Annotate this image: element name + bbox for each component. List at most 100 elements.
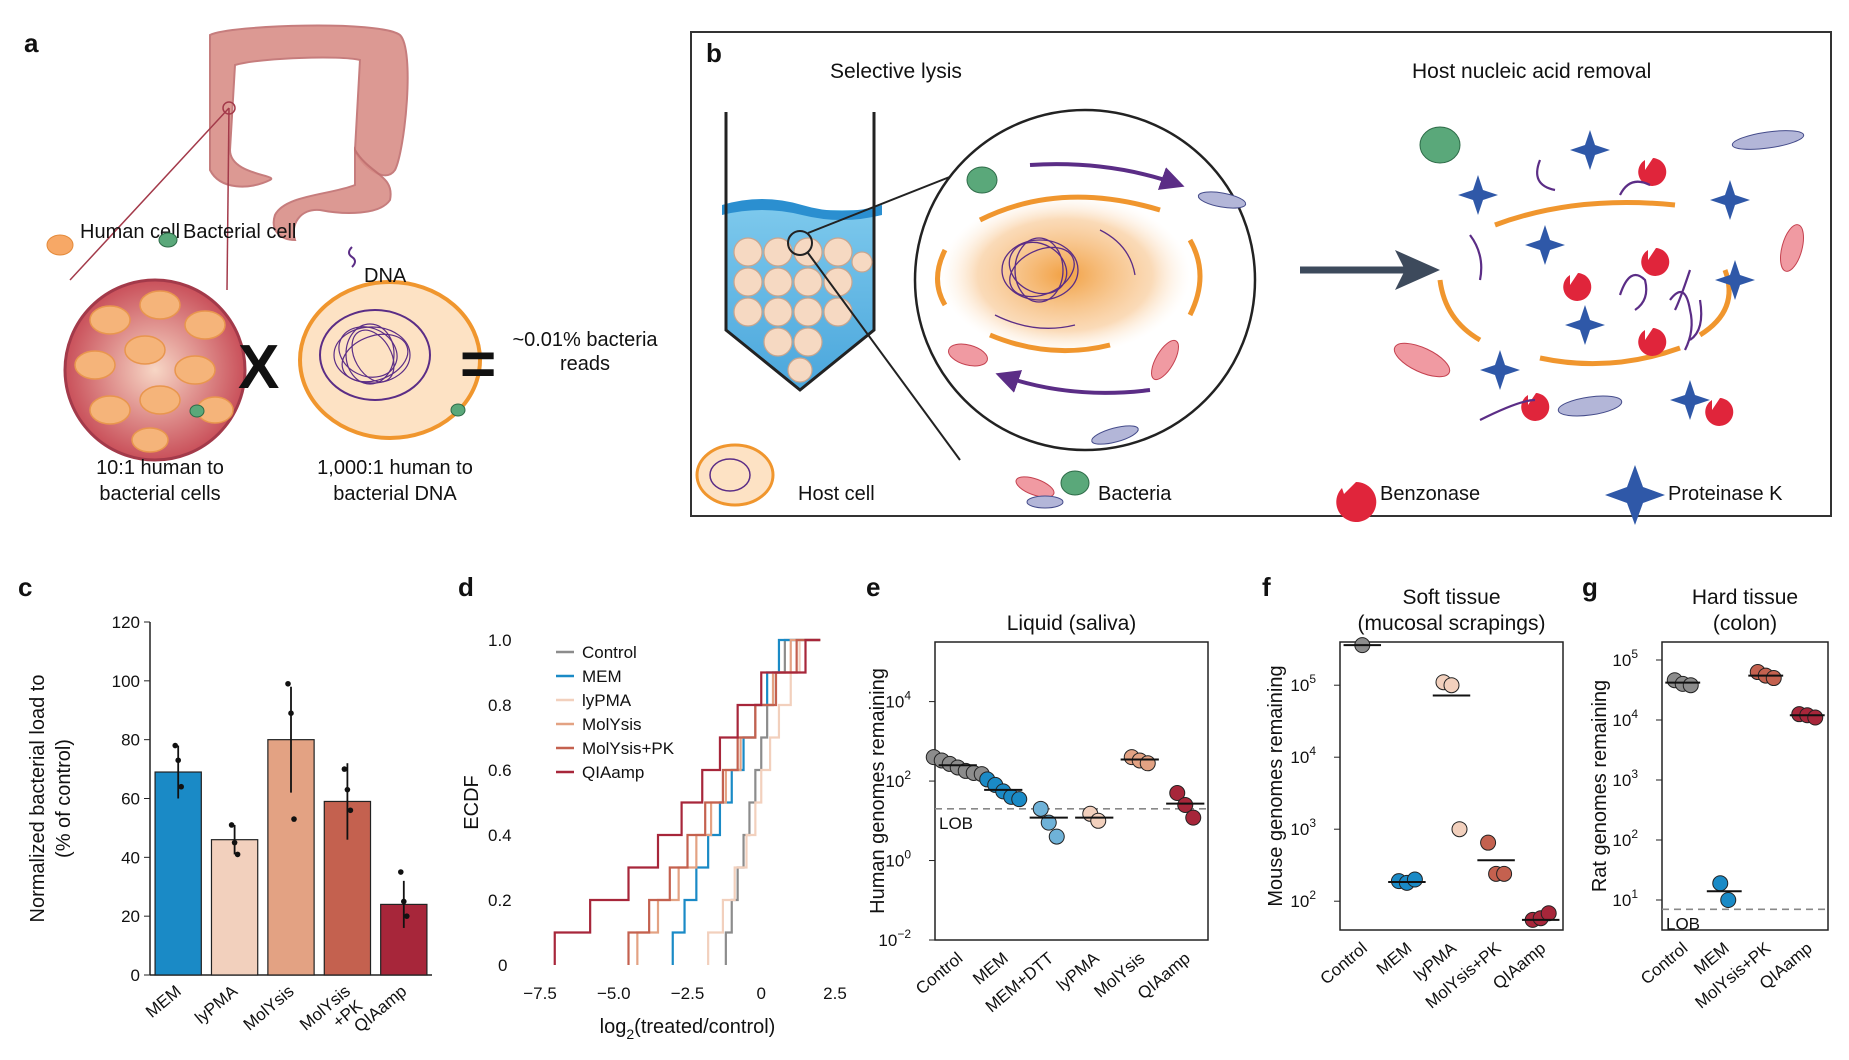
e-point: [1011, 791, 1028, 808]
c-point: [231, 839, 238, 846]
d-xtick-label: −5.0: [597, 984, 631, 1003]
panel-b-legend: Host cell Bacteria Benzonase Proteinase …: [695, 443, 1783, 525]
f-ytick-label: 105: [1290, 672, 1316, 695]
proteinase-legend-icon: [1605, 465, 1665, 525]
d-ecdf-line: [553, 638, 821, 965]
human-cell-icon: [46, 234, 74, 256]
c-point: [344, 786, 351, 793]
e-lob-label: LOB: [939, 814, 973, 833]
host-cell-legend-icon: [695, 443, 775, 507]
f-ytick-label: 104: [1290, 744, 1316, 767]
e-point: [1185, 809, 1202, 826]
human-cell-label: Human cell: [80, 221, 180, 243]
panel-b: b Selective lysis Host nucleic acid remo…: [690, 31, 1832, 525]
panel-d-label: d: [458, 572, 474, 602]
d-xtick-label: −7.5: [523, 984, 557, 1003]
d-legend-label: QIAamp: [582, 763, 644, 782]
c-ylabel: Normalized bacterial load to (% of contro…: [27, 675, 75, 923]
c-point: [347, 807, 354, 814]
d-legend-label: MolYsis+PK: [582, 739, 675, 758]
host-cell-legend-label: Host cell: [798, 483, 875, 505]
d-legend-label: Control: [582, 643, 637, 662]
f-point: [1496, 865, 1513, 882]
colon-illustration: [209, 24, 409, 242]
selective-lysis-title: Selective lysis: [830, 60, 962, 83]
f-point: [1406, 871, 1423, 888]
g-point: [1682, 677, 1699, 694]
f-ylabel: Mouse genomes remaining: [1265, 665, 1287, 906]
e-ytick-label: 100: [885, 848, 911, 871]
d-legend-label: MolYsis: [582, 715, 642, 734]
panel-f-label: f: [1262, 572, 1271, 602]
e-point: [1040, 814, 1057, 831]
e-frame: [934, 641, 1209, 941]
cells-ratio-text: 10:1 human to bacterial cells: [96, 457, 224, 505]
g-title: Hard tissue: [1692, 586, 1798, 609]
c-ytick-label: 40: [121, 848, 140, 867]
c-point: [285, 680, 291, 687]
g-point: [1807, 709, 1824, 726]
c-point: [172, 742, 178, 749]
e-point: [1048, 828, 1065, 845]
dna-label: DNA: [364, 265, 407, 287]
g-ytick-label: 101: [1612, 887, 1638, 910]
f-title: Soft tissue: [1402, 586, 1500, 609]
times-symbol: X: [238, 333, 279, 402]
d-xtick-label: 2.5: [823, 984, 847, 1003]
panel-c-label: c: [18, 572, 32, 602]
f-point: [1480, 834, 1497, 851]
c-xtick-label: MolYsis+PK: [296, 981, 367, 1049]
c-point: [228, 822, 235, 828]
g-lob-label: LOB: [1666, 914, 1700, 933]
g-ytick-label: 102: [1612, 827, 1638, 850]
e-ylabel: Human genomes remaining: [867, 668, 889, 914]
c-ytick-label: 80: [121, 731, 140, 750]
g-point: [1712, 875, 1729, 892]
c-ytick-label: 0: [131, 966, 140, 985]
g-point: [1765, 670, 1782, 687]
d-xlabel: log2(treated/control): [600, 1016, 776, 1042]
f-xtick-label: Control: [1317, 939, 1371, 989]
f-ytick-label: 102: [1290, 888, 1316, 911]
c-point: [234, 851, 241, 858]
panel-a-label: a: [24, 28, 39, 58]
f-point: [1540, 905, 1557, 922]
panel-g-label: g: [1582, 572, 1598, 602]
g-title-sub: (colon): [1713, 612, 1777, 635]
bacteria-legend-icon: [1015, 476, 1055, 498]
e-point: [1177, 796, 1194, 813]
chart-d-ecdf: 0 0.2 0.4 0.6 0.8 1.0 −7.5 −5.0 −2.5 0 2.5 log2(tre…: [461, 631, 847, 1042]
c-point: [175, 757, 181, 764]
f-point: [1443, 677, 1460, 694]
c-point: [401, 898, 407, 905]
c-point: [341, 766, 348, 772]
d-ecdf-line: [671, 638, 821, 965]
e-ytick-label: 10−2: [878, 927, 911, 950]
c-point: [398, 869, 404, 875]
d-ytick-label: 0.2: [488, 891, 512, 910]
dna-tangle: [333, 323, 411, 385]
benzonase-legend-icon: [1336, 481, 1377, 522]
g-ylabel: Rat genomes remaining: [1589, 680, 1611, 892]
e-point: [1032, 800, 1049, 817]
e-ytick-label: 102: [885, 768, 911, 791]
c-point: [291, 816, 297, 822]
e-xtick-label: Control: [912, 949, 966, 999]
panel-a: a Human cell Bacterial cell X: [24, 24, 658, 505]
host-removal-title: Host nucleic acid removal: [1412, 60, 1651, 83]
g-xtick-label: Control: [1637, 939, 1691, 989]
c-ytick-label: 20: [121, 907, 140, 926]
g-ytick-label: 103: [1612, 767, 1638, 790]
c-ytick-label: 120: [112, 613, 140, 632]
d-ecdf-line: [707, 638, 821, 965]
c-bar: [210, 839, 259, 976]
g-point: [1720, 892, 1737, 908]
process-arrow: [1395, 250, 1440, 290]
d-ytick-label: 1.0: [488, 631, 512, 650]
c-ytick-label: 100: [112, 672, 140, 691]
benzonase-legend-label: Benzonase: [1380, 483, 1480, 505]
removal-scene: [1393, 126, 1805, 426]
panel-e-label: e: [866, 572, 880, 602]
